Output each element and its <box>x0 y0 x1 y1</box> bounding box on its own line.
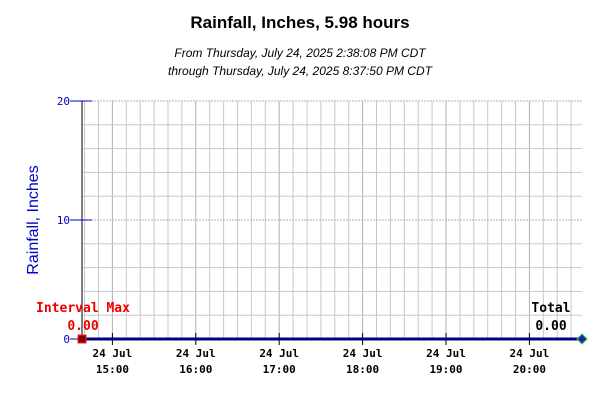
chart-subtitle-from: From Thursday, July 24, 2025 2:38:08 PM … <box>174 46 427 60</box>
end-point-marker <box>576 333 588 345</box>
x-tick-time: 19:00 <box>429 363 462 376</box>
x-tick-date: 24 Jul <box>176 347 216 360</box>
total-label: Total <box>531 301 570 316</box>
y-axis-label: Rainfall, Inches <box>25 165 42 274</box>
chart-subtitle-through: through Thursday, July 24, 2025 8:37:50 … <box>168 64 434 78</box>
y-tick-label: 20 <box>57 95 70 108</box>
x-tick-time: 18:00 <box>346 363 379 376</box>
chart-title: Rainfall, Inches, 5.98 hours <box>190 13 409 32</box>
x-tick-time: 15:00 <box>96 363 129 376</box>
interval-max-marker <box>77 334 87 344</box>
x-axis-ticks: 24 Jul 15:00 24 Jul 16:00 24 Jul 17:00 24 Jul 1… <box>93 333 550 376</box>
y-tick-label: 10 <box>57 214 70 227</box>
interval-max-label: Interval Max <box>36 301 130 316</box>
x-tick-date: 24 Jul <box>510 347 550 360</box>
y-tick-label: 0 <box>63 333 70 346</box>
x-tick-date: 24 Jul <box>343 347 383 360</box>
interval-max-value: 0.00 <box>67 319 98 334</box>
x-tick-time: 16:00 <box>179 363 212 376</box>
series <box>77 333 588 345</box>
x-tick-date: 24 Jul <box>259 347 299 360</box>
grid <box>82 100 582 340</box>
x-tick-time: 20:00 <box>513 363 546 376</box>
total-value: 0.00 <box>535 319 566 334</box>
x-tick-date: 24 Jul <box>93 347 133 360</box>
x-tick-time: 17:00 <box>263 363 296 376</box>
x-tick-date: 24 Jul <box>426 347 466 360</box>
